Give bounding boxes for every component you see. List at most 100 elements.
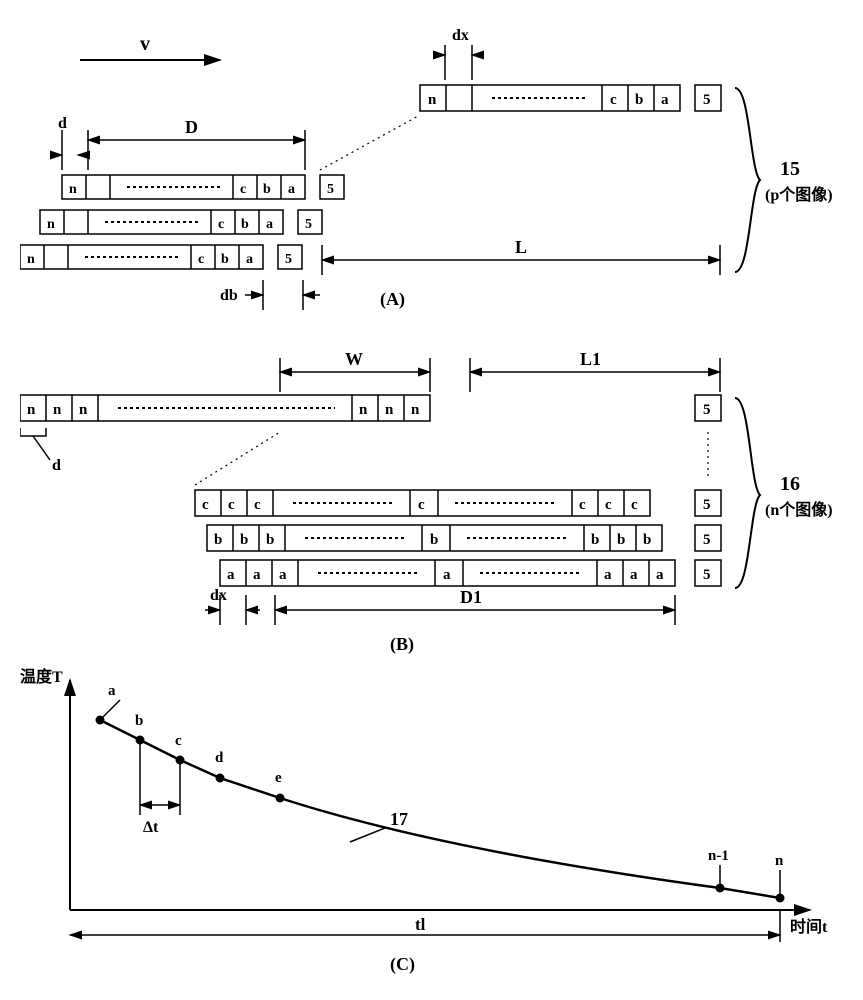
svg-text:a: a [266,217,273,232]
curve-id: 17 [390,809,408,829]
svg-text:a: a [661,92,669,108]
svg-text:16: 16 [780,473,800,495]
svg-text:5: 5 [327,182,334,197]
svg-text:(p个图像): (p个图像) [765,185,833,204]
svg-text:c: c [605,497,612,513]
svg-text:W: W [345,349,363,369]
bar-b-b: b b b b b b b 5 [207,525,721,551]
svg-text:b: b [266,532,274,548]
svg-text:5: 5 [703,497,711,513]
svg-text:c: c [240,182,246,197]
label-c: (C) [390,954,415,975]
svg-text:D1: D1 [460,587,482,607]
svg-text:d: d [215,750,224,766]
diag-dot-a [320,115,420,170]
d-brace-b: d [20,428,61,474]
curve-points [96,716,785,903]
svg-text:c: c [579,497,586,513]
svg-text:a: a [227,567,235,583]
svg-text:n-1: n-1 [708,848,729,864]
dx-label: dx [452,27,469,44]
diag-dot-b [195,432,280,485]
svg-text:a: a [604,567,612,583]
svg-text:b: b [617,532,625,548]
bar-a1: n c b a 5 [420,85,721,111]
svg-text:n: n [411,402,420,418]
dx-dim: dx [435,27,482,80]
svg-text:c: c [254,497,261,513]
bar-a4: n c b a 5 [20,245,302,269]
svg-text:a: a [630,567,638,583]
svg-text:a: a [253,567,261,583]
svg-text:a: a [288,182,295,197]
bar-b-a: a a a a a a a 5 [220,560,721,586]
svg-text:a: a [656,567,664,583]
svg-text:c: c [610,92,617,108]
svg-text:5: 5 [285,252,292,267]
svg-text:n: n [69,182,77,197]
label-a: (A) [380,289,405,310]
svg-text:n: n [775,853,784,869]
svg-text:n: n [359,402,368,418]
panel-c: 温度T 时间t 17 a b c d e n-1 n [20,667,828,975]
svg-text:(n个图像): (n个图像) [765,500,833,519]
svg-text:5: 5 [703,402,711,418]
svg-text:c: c [418,497,425,513]
svg-text:b: b [214,532,222,548]
svg-text:b: b [221,252,229,267]
brace-b: 16 (n个图像) [735,398,833,588]
cooling-curve [100,720,780,898]
brace-a: 15 (p个图像) [735,88,833,272]
D-dim: D d [50,115,305,170]
svg-text:Δt: Δt [143,819,159,836]
svg-text:5: 5 [703,92,711,108]
svg-text:b: b [591,532,599,548]
svg-text:c: c [218,217,224,232]
L-label: L [515,237,527,257]
svg-text:tl: tl [415,915,426,934]
bar-b-n: n n n n n n 5 [20,395,721,421]
db-dim: db [220,280,320,310]
svg-text:n: n [27,402,36,418]
svg-text:n: n [47,217,55,232]
svg-text:n: n [385,402,394,418]
svg-text:e: e [275,770,282,786]
svg-text:n: n [27,252,35,267]
svg-text:c: c [202,497,209,513]
dt-dim: Δt [140,740,180,836]
svg-text:n: n [79,402,88,418]
svg-text:n: n [428,92,437,108]
label-b: (B) [390,634,414,655]
D-label: D [185,117,198,137]
svg-text:b: b [135,713,143,729]
panel-a: v dx n c b a 5 [20,27,833,310]
svg-text:c: c [631,497,638,513]
svg-text:L1: L1 [580,349,601,369]
svg-text:15: 15 [780,158,800,180]
bar-b-c: c c c c c c c 5 [195,490,721,516]
bar-a2: n c b a 5 [62,175,344,199]
svg-text:c: c [175,733,182,749]
panel-b: W L1 n n n n n n 5 [20,349,833,655]
t-axis: 时间t [790,917,828,936]
svg-text:b: b [643,532,651,548]
svg-text:n: n [53,402,62,418]
svg-text:b: b [240,532,248,548]
svg-text:b: b [430,532,438,548]
svg-text:b: b [263,182,271,197]
d-label: d [58,115,67,132]
svg-text:dx: dx [210,587,227,604]
svg-text:5: 5 [703,567,711,583]
L-dim: L [322,237,720,275]
svg-text:a: a [279,567,287,583]
bar-a3: n c b a 5 [40,210,322,234]
svg-text:5: 5 [703,532,711,548]
L1-dim: L1 [470,349,720,392]
svg-text:a: a [108,683,116,699]
T-axis: 温度T [20,667,63,686]
svg-text:b: b [635,92,643,108]
svg-text:c: c [198,252,204,267]
v-label: v [140,33,150,55]
svg-text:c: c [228,497,235,513]
svg-text:5: 5 [305,217,312,232]
